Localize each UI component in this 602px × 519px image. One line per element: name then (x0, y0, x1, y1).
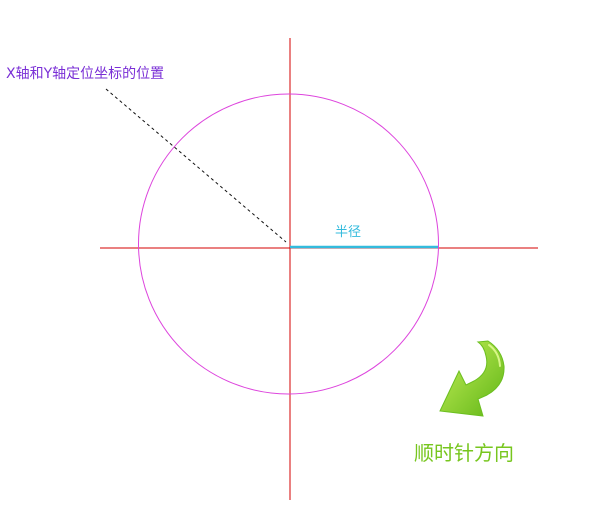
curved-arrow-icon (439, 340, 505, 417)
curved-arrow-highlight (488, 344, 501, 367)
clockwise-label: 顺时针方向 (414, 441, 514, 465)
curved-arrow-body (439, 340, 505, 417)
position-label: X轴和Y轴定位坐标的位置 (6, 66, 164, 82)
circle-outline (138, 93, 439, 395)
radius-label: 半径 (335, 225, 361, 240)
leader-line (105, 88, 287, 243)
